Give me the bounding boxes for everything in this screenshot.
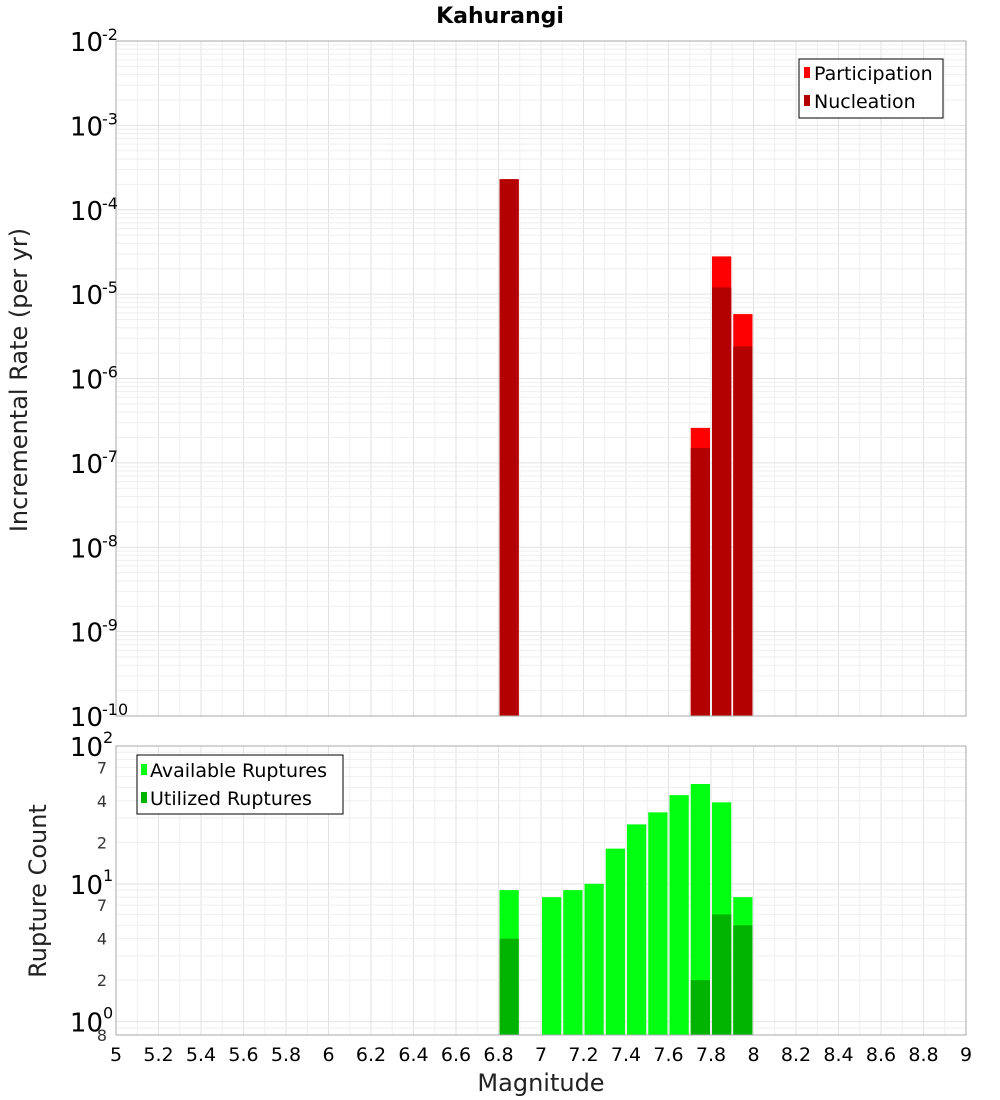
top-y-tick-base: 10 (70, 197, 103, 227)
top-bar-nucleation (499, 179, 519, 716)
x-tick-label: 5.8 (271, 1044, 301, 1066)
bottom-y-tick-exponent: 0 (103, 1004, 113, 1023)
top-y-tick-exponent: -8 (102, 531, 118, 550)
legend-label-available: Available Ruptures (150, 760, 327, 782)
top-y-tick-exponent: -9 (102, 616, 118, 635)
bottom-y-minor-tick: 8 (97, 1026, 107, 1045)
top-bar-nucleation (690, 448, 710, 716)
top-y-tick-exponent: -5 (102, 278, 118, 297)
bottom-y-tick-base: 10 (70, 871, 103, 901)
top-y-tick-base: 10 (70, 281, 103, 311)
top-bar-nucleation (733, 346, 753, 716)
bottom-y-minor-tick: 4 (97, 930, 107, 949)
bottom-y-tick-exponent: 1 (103, 866, 113, 885)
top-plot-frame (115, 40, 967, 717)
x-tick-label: 5.2 (143, 1044, 173, 1066)
top-y-axis-label: Incremental Rate (per yr) (5, 228, 33, 532)
top-bar-nucleation (712, 287, 732, 716)
bottom-bar-available-ruptures (648, 812, 668, 1035)
top-plot: 10-210-310-410-510-610-710-810-910-10 In… (5, 25, 967, 733)
bottom-y-minor-tick: 4 (97, 792, 107, 811)
bottom-legend-box (136, 754, 344, 815)
x-tick-label: 7 (535, 1044, 547, 1066)
bottom-plot-frame (115, 745, 967, 1036)
bottom-y-tick-base: 10 (70, 1009, 103, 1039)
bottom-y-tick-exponent: 2 (103, 728, 113, 747)
legend-swatch-participation (804, 67, 810, 78)
top-y-tick-base: 10 (70, 366, 103, 396)
x-tick-label: 8.8 (908, 1044, 938, 1066)
x-tick-label: 8.2 (781, 1044, 811, 1066)
x-axis-label: Magnitude (477, 1069, 604, 1097)
x-tick-label: 6.6 (441, 1044, 471, 1066)
top-legend: Participation Nucleation (798, 58, 944, 119)
top-y-tick-base: 10 (70, 112, 103, 142)
x-tick-label: 5.6 (228, 1044, 258, 1066)
top-grid (115, 41, 967, 717)
bottom-bar-utilized-ruptures (690, 980, 710, 1035)
x-axis: 5 5.2 5.4 5.6 5.8 6 6.2 6.4 6.6 6.8 7 7.2 7.4 7.6 7.8 8… (110, 1044, 972, 1066)
bottom-y-minor-tick: 7 (97, 758, 107, 777)
legend-swatch-utilized (141, 792, 147, 803)
bottom-bar-utilized-ruptures (712, 914, 732, 1035)
bottom-bar-utilized-ruptures (499, 938, 519, 1035)
legend-swatch-nucleation (804, 95, 810, 106)
bottom-y-minor-tick: 7 (97, 896, 107, 915)
bottom-bar-available-ruptures (605, 848, 625, 1035)
x-tick-label: 5 (110, 1044, 122, 1066)
top-y-tick-base: 10 (70, 619, 103, 649)
x-tick-label: 7.2 (568, 1044, 598, 1066)
x-tick-label: 6.4 (398, 1044, 428, 1066)
top-y-tick-exponent: -2 (102, 25, 118, 44)
bottom-bar-available-ruptures (542, 897, 562, 1035)
top-y-tick-exponent: -7 (102, 447, 118, 466)
chart-title: Kahurangi (436, 4, 564, 29)
top-y-tick-base: 10 (70, 534, 103, 564)
x-tick-label: 5.4 (186, 1044, 216, 1066)
bottom-bar-available-ruptures (563, 890, 583, 1035)
top-y-tick-exponent: -4 (102, 194, 118, 213)
x-tick-label: 8 (747, 1044, 759, 1066)
bottom-bars (499, 784, 753, 1035)
bottom-bar-available-ruptures (669, 795, 689, 1035)
legend-swatch-available (141, 764, 147, 775)
x-tick-label: 6.2 (356, 1044, 386, 1066)
top-y-axis: 10-210-310-410-510-610-710-810-910-10 (70, 25, 128, 733)
bottom-y-tick-base: 10 (70, 733, 103, 763)
x-tick-label: 7.8 (696, 1044, 726, 1066)
x-tick-label: 7.4 (611, 1044, 641, 1066)
x-tick-label: 8.6 (866, 1044, 896, 1066)
top-y-tick-base: 10 (70, 450, 103, 480)
bottom-bar-available-ruptures (584, 883, 604, 1035)
top-y-tick-base: 10 (70, 28, 103, 58)
top-bars (499, 179, 753, 716)
bottom-y-minor-tick: 2 (97, 971, 107, 990)
top-y-tick-exponent: -3 (102, 109, 118, 128)
bottom-y-axis-label: Rupture Count (24, 804, 52, 978)
legend-label-utilized: Utilized Ruptures (150, 788, 312, 810)
top-legend-box (798, 58, 944, 119)
bottom-bar-available-ruptures (690, 784, 710, 1035)
x-tick-label: 8.4 (823, 1044, 853, 1066)
x-tick-label: 6.8 (483, 1044, 513, 1066)
x-tick-label: 6 (322, 1044, 334, 1066)
bottom-legend: Available Ruptures Utilized Ruptures (136, 754, 344, 815)
top-y-tick-exponent: -10 (102, 700, 128, 719)
top-y-tick-base: 10 (70, 703, 103, 733)
bottom-bar-available-ruptures (627, 824, 647, 1035)
bottom-y-minor-tick: 2 (97, 833, 107, 852)
legend-label-nucleation: Nucleation (814, 91, 916, 113)
legend-label-participation: Participation (814, 63, 933, 85)
x-tick-label: 9 (960, 1044, 972, 1066)
x-tick-label: 7.6 (653, 1044, 683, 1066)
top-y-tick-exponent: -6 (102, 363, 118, 382)
bottom-bar-utilized-ruptures (733, 925, 753, 1035)
